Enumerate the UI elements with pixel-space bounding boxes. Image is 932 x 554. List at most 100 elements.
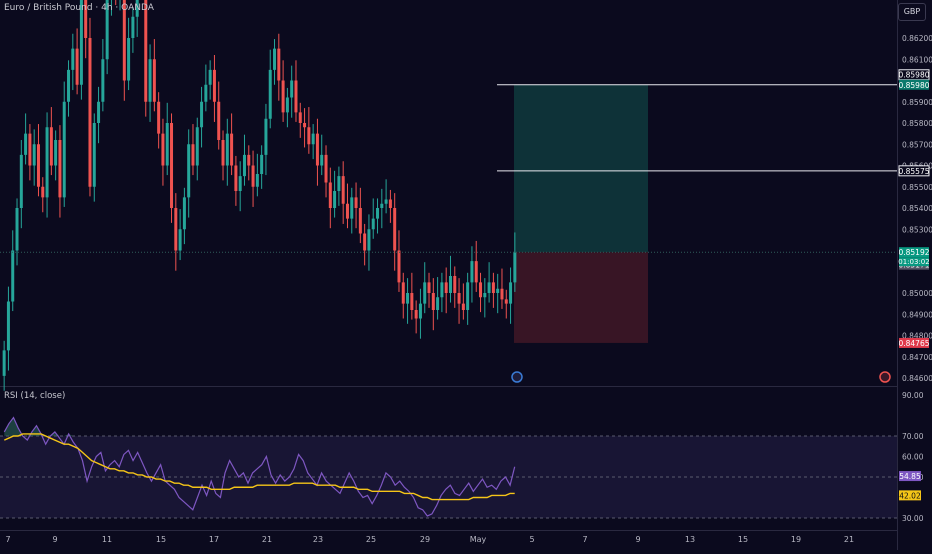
candle-body	[88, 38, 92, 187]
time-axis-tick: 21	[262, 535, 272, 544]
candle-body	[303, 123, 307, 128]
price-axis-tick: 0.84600	[902, 374, 932, 383]
candle-body	[440, 282, 444, 298]
time-axis-tick: 15	[738, 535, 748, 544]
rsi-axis-tick: 60.00	[902, 453, 924, 462]
countdown-text: 01:03:02	[898, 258, 929, 266]
candle-body	[195, 127, 199, 166]
candle-body	[84, 0, 88, 38]
candle-body	[418, 303, 422, 319]
candle-body	[45, 127, 49, 198]
candle-body	[406, 293, 410, 304]
candle-body	[234, 165, 238, 191]
candle-body	[36, 144, 40, 187]
price-axis-tick: 0.85800	[902, 119, 932, 128]
price-axis-tick: 0.85900	[902, 98, 932, 107]
candle-body	[11, 250, 15, 302]
candle-body	[75, 48, 79, 85]
time-axis-tick: 9	[635, 535, 640, 544]
time-axis-tick: May	[470, 535, 487, 544]
price-axis-tick: 0.84900	[902, 310, 932, 319]
rsi-overbought-fill	[4, 417, 515, 436]
candle-body	[6, 301, 10, 351]
candle-body	[67, 69, 71, 102]
currency-button[interactable]: GBP	[898, 3, 926, 21]
time-axis-tick: 17	[209, 535, 219, 544]
candle-body	[431, 293, 435, 310]
candle-body	[474, 261, 478, 283]
price-axis-badge	[899, 79, 929, 90]
candle-body	[285, 97, 289, 113]
rsi-axis-tick: 70.00	[902, 432, 924, 441]
candle-body	[367, 229, 371, 251]
candle-body	[230, 133, 234, 166]
candle-body	[376, 208, 380, 219]
candle-body	[363, 233, 367, 251]
candle-body	[491, 282, 495, 293]
candle-body	[208, 69, 212, 85]
time-axis-tick: 21	[844, 535, 854, 544]
candle-body	[122, 0, 126, 81]
candle-body	[49, 127, 53, 166]
candle-body	[324, 154, 328, 183]
candle-body	[448, 276, 452, 293]
candle-body	[290, 80, 294, 98]
candle-body	[204, 84, 208, 102]
time-axis-tick: 15	[156, 535, 166, 544]
time-axis-tick: 5	[529, 535, 534, 544]
candle-body	[187, 144, 191, 198]
price-axis-tick: 0.84700	[902, 353, 932, 362]
earnings-marker-icon	[511, 371, 523, 383]
candle-body	[479, 282, 483, 298]
candle-body	[487, 282, 491, 293]
candle-body	[496, 288, 500, 293]
candle-body	[101, 59, 105, 102]
candle-body	[260, 154, 264, 174]
candle-body	[354, 197, 358, 208]
candle-body	[470, 261, 474, 283]
candle-body	[298, 112, 302, 123]
candle-body	[410, 293, 414, 310]
price-axis-badge	[898, 165, 930, 177]
price-axis-badge-text: 0.85575	[898, 167, 929, 176]
candle-body	[277, 48, 281, 81]
price-axis-badge	[899, 247, 929, 258]
candle-body	[15, 208, 19, 251]
candle-body	[311, 133, 315, 145]
candle-body	[54, 140, 58, 166]
time-axis-tick: 9	[52, 535, 57, 544]
candle-body	[182, 197, 186, 230]
candle-body	[397, 250, 401, 283]
candle-body	[509, 282, 513, 304]
candle-body	[444, 282, 448, 293]
candle-body	[380, 203, 384, 208]
candle-body	[174, 208, 178, 251]
candle-body	[79, 0, 83, 85]
time-axis-tick: 19	[791, 535, 801, 544]
candle-body	[165, 123, 169, 166]
candle-body	[328, 182, 332, 208]
candle-body	[345, 203, 349, 219]
candle-body	[178, 229, 182, 251]
target-zone	[514, 84, 648, 253]
rsi-indicator-label[interactable]: RSI (14, close)	[4, 391, 66, 401]
candle-body	[504, 299, 508, 304]
price-axis-badge-text: 0.85980	[898, 81, 929, 90]
price-axis-tick: 0.85700	[902, 140, 932, 149]
rsi-ma-line	[4, 433, 515, 501]
candle-body	[461, 303, 465, 310]
candle-body	[273, 48, 277, 70]
candle-body	[423, 282, 427, 304]
candle-body	[358, 208, 362, 234]
candle-body	[58, 140, 62, 198]
candle-body	[170, 123, 174, 208]
candle-body	[500, 288, 504, 300]
candle-body	[92, 123, 96, 187]
rsi-axis-tick: 30.00	[902, 514, 924, 523]
candle-body	[388, 199, 392, 208]
candle-body	[19, 154, 23, 208]
candle-body	[466, 282, 470, 310]
candle-body	[315, 133, 319, 166]
